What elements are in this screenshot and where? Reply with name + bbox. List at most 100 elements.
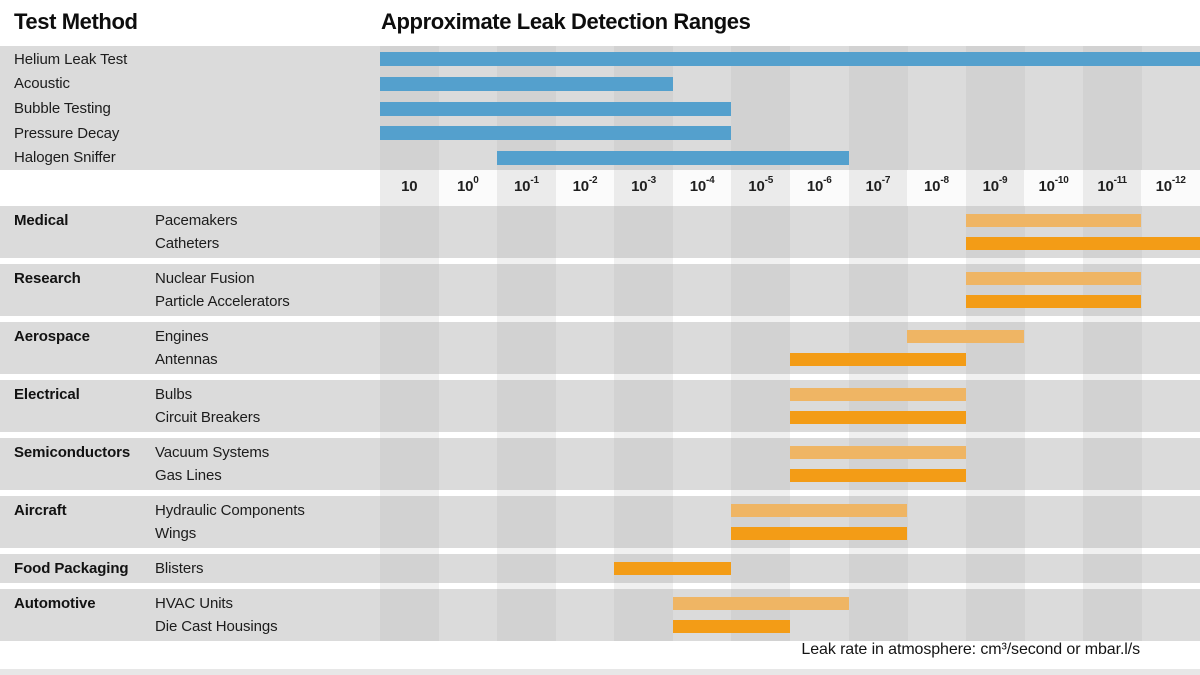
range-bar-application <box>731 504 908 517</box>
column-stripe <box>497 170 557 206</box>
range-bar-application <box>907 330 1025 343</box>
axis-tick-base: 10 <box>924 177 941 195</box>
column-stripe <box>614 432 674 438</box>
column-stripe <box>380 316 440 322</box>
test-method-label: Bubble Testing <box>14 99 111 117</box>
axis-tick: 10 -11 <box>1083 170 1142 202</box>
column-stripe <box>1082 380 1142 432</box>
axis-tick-exponent: -7 <box>881 175 891 186</box>
axis-tick-base: 10 <box>572 177 590 195</box>
column-stripe <box>380 264 440 316</box>
range-bar-application <box>790 388 966 401</box>
column-stripe <box>731 316 791 322</box>
category-label: Semiconductors <box>14 444 131 461</box>
column-stripe <box>497 206 557 258</box>
column-stripe <box>380 589 440 641</box>
axis-tick-exponent: -5 <box>764 175 774 186</box>
application-item-label: Vacuum Systems <box>155 444 270 461</box>
range-bar-application <box>965 295 1142 308</box>
column-stripe <box>614 322 674 374</box>
axis-tick-exponent: -2 <box>588 175 598 186</box>
range-bar-application <box>731 527 908 540</box>
axis-tick: 10 -9 <box>966 170 1025 202</box>
column-stripe <box>380 496 440 548</box>
column-stripe <box>380 548 440 554</box>
column-stripe <box>1082 46 1142 170</box>
column-stripe <box>380 380 440 432</box>
application-item-label: Particle Accelerators <box>155 293 290 310</box>
column-stripe <box>848 170 908 206</box>
column-stripe <box>848 374 908 380</box>
range-bar-application <box>672 620 790 633</box>
axis-tick-base: 10 <box>631 177 648 195</box>
range-bar-test-method <box>380 52 1200 67</box>
test-method-label: Acoustic <box>14 75 70 93</box>
column-stripe <box>497 258 557 264</box>
column-stripe <box>965 548 1025 554</box>
application-item-label: Die Cast Housings <box>155 618 278 635</box>
column-stripe <box>614 170 674 206</box>
column-stripe <box>1082 322 1142 374</box>
column-stripe <box>1082 583 1142 589</box>
axis-tick-base: 10 <box>514 177 531 195</box>
axis-tick: 10 -1 <box>497 170 556 202</box>
column-stripe <box>848 206 908 258</box>
column-stripe <box>1082 438 1142 490</box>
column-stripe <box>614 258 674 264</box>
application-item-label: Nuclear Fusion <box>155 270 255 287</box>
range-bar-application <box>965 214 1142 227</box>
category-label: Electrical <box>14 386 80 403</box>
axis-tick-base: 10 <box>1097 177 1114 195</box>
column-stripe <box>965 438 1025 490</box>
axis-tick-exponent: -8 <box>940 175 949 186</box>
axis-tick-base: 10 <box>806 177 824 195</box>
axis-tick-exponent: -9 <box>998 175 1008 186</box>
axis-tick-base: 10 <box>982 177 1000 195</box>
column-stripe <box>380 206 440 258</box>
column-stripe <box>1141 170 1200 206</box>
axis-tick: 10 0 <box>439 170 498 202</box>
axis-tick-base: 10 <box>748 177 765 195</box>
column-stripe <box>848 548 908 554</box>
range-bar-application <box>790 353 966 366</box>
column-stripe <box>497 490 557 496</box>
column-stripe <box>380 258 440 264</box>
axis-tick-base: 10 <box>1038 177 1055 195</box>
column-stripe <box>907 170 967 206</box>
column-stripe <box>848 490 908 496</box>
column-stripe <box>614 380 674 432</box>
column-stripe <box>380 554 440 583</box>
column-stripe <box>848 46 908 170</box>
column-stripe <box>1082 432 1142 438</box>
axis-tick-exponent: -6 <box>823 175 832 186</box>
column-stripe <box>731 583 791 589</box>
column-stripe <box>1024 170 1084 206</box>
column-stripe <box>497 583 557 589</box>
column-stripe <box>380 583 440 589</box>
column-stripe <box>438 170 498 206</box>
column-stripe <box>965 490 1025 496</box>
axis-tick-base: 10 <box>1155 177 1173 195</box>
application-item-label: HVAC Units <box>155 595 233 612</box>
column-stripe <box>497 438 557 490</box>
column-stripe <box>848 258 908 264</box>
application-item-label: Bulbs <box>155 386 193 403</box>
column-stripe <box>965 46 1025 170</box>
column-stripe <box>497 322 557 374</box>
column-stripe <box>731 490 791 496</box>
application-item-label: Hydraulic Components <box>155 502 305 519</box>
column-stripe <box>965 380 1025 432</box>
column-stripe <box>1082 374 1142 380</box>
column-stripe <box>965 374 1025 380</box>
range-bar-application <box>965 237 1200 250</box>
column-stripe <box>965 589 1025 641</box>
axis-tick-exponent: 0 <box>473 175 479 186</box>
column-stripe <box>380 322 440 374</box>
column-stripe <box>731 432 791 438</box>
range-bar-application <box>614 562 732 575</box>
column-stripe <box>1082 170 1142 206</box>
column-stripe <box>731 548 791 554</box>
axis-tick-exponent: -4 <box>706 175 715 186</box>
column-stripe <box>848 554 908 583</box>
